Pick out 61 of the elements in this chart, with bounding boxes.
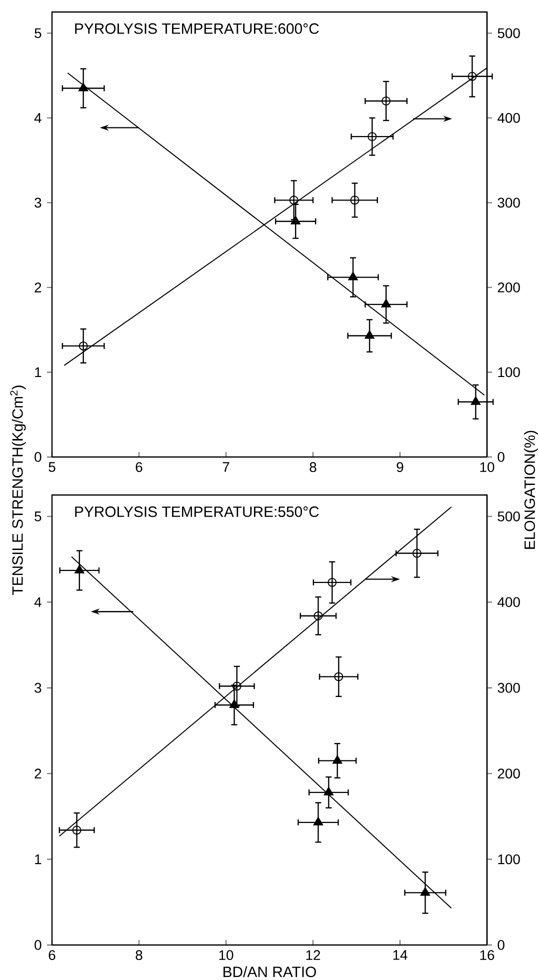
y-tick-label: 0 <box>34 452 42 462</box>
point <box>72 826 82 835</box>
y-tick-label: 3 <box>34 682 42 693</box>
x-tick-label: 10 <box>480 462 494 472</box>
y-tick-label: 3 <box>34 198 42 208</box>
x-tick-label: 8 <box>310 462 316 472</box>
y2-tick-label: 0 <box>498 940 504 950</box>
y2-tick-label: 0 <box>498 452 504 462</box>
point <box>350 196 360 205</box>
y-tick-label: 2 <box>34 768 42 778</box>
x-tick-label: 5 <box>48 462 56 472</box>
point <box>368 132 377 142</box>
x-tick-label: 6 <box>136 462 142 472</box>
y-tick-label: 4 <box>34 113 42 123</box>
y-tick-label: 2 <box>34 282 42 292</box>
x-tick-label: 14 <box>393 950 408 960</box>
x-tick-label: 8 <box>136 950 142 960</box>
y2-tick-label: 100 <box>498 854 520 864</box>
point <box>78 82 88 92</box>
x-tick-label: 16 <box>480 950 494 960</box>
point <box>412 548 422 558</box>
x-axis-title: BD/AN RATIO <box>224 966 316 978</box>
y2-tick-label: 100 <box>498 367 520 378</box>
y2-axis-title: ELONGATION(%) <box>524 430 538 549</box>
y2-tick-label: 300 <box>498 682 520 693</box>
point <box>78 341 88 350</box>
y2-tick-label: 500 <box>498 28 520 38</box>
point <box>313 816 324 826</box>
y2-tick-label: 400 <box>497 597 520 608</box>
x-tick-label: 12 <box>306 950 320 960</box>
point <box>420 887 430 896</box>
y2-tick-label: 200 <box>498 768 520 779</box>
point <box>324 786 334 796</box>
y-tick-label: 0 <box>34 940 42 950</box>
point <box>382 96 391 106</box>
y-tick-label: 1 <box>35 854 42 864</box>
point <box>348 272 358 280</box>
y2-tick-label: 400 <box>497 112 520 123</box>
point <box>468 72 477 81</box>
point <box>328 578 337 587</box>
point <box>470 396 481 405</box>
text: PYROLYSIS TEMPERATURE:600°C <box>75 23 319 34</box>
y-tick-label: 4 <box>34 597 42 607</box>
y2-tick-label: 300 <box>498 198 520 208</box>
y2-tick-label: 200 <box>498 282 520 292</box>
x-tick-label: 10 <box>219 950 234 960</box>
y-tick-label: 1 <box>35 367 42 378</box>
y-tick-label: 5 <box>34 28 42 38</box>
y-tick-label: 5 <box>34 512 42 522</box>
x-tick-label: 6 <box>48 950 56 960</box>
point <box>332 755 342 764</box>
x-tick-label: 9 <box>396 462 404 472</box>
y2-tick-label: 500 <box>498 511 520 522</box>
point <box>381 298 391 308</box>
point <box>334 672 344 682</box>
point <box>314 611 323 620</box>
y-axis-title: TENSILE STRENGTH(Kg/Cm$^{2}$) <box>10 386 26 595</box>
point <box>74 564 84 574</box>
point <box>364 330 374 339</box>
text: PYROLYSIS TEMPERATURE:550°C <box>75 506 319 518</box>
x-tick-label: 7 <box>222 462 230 472</box>
